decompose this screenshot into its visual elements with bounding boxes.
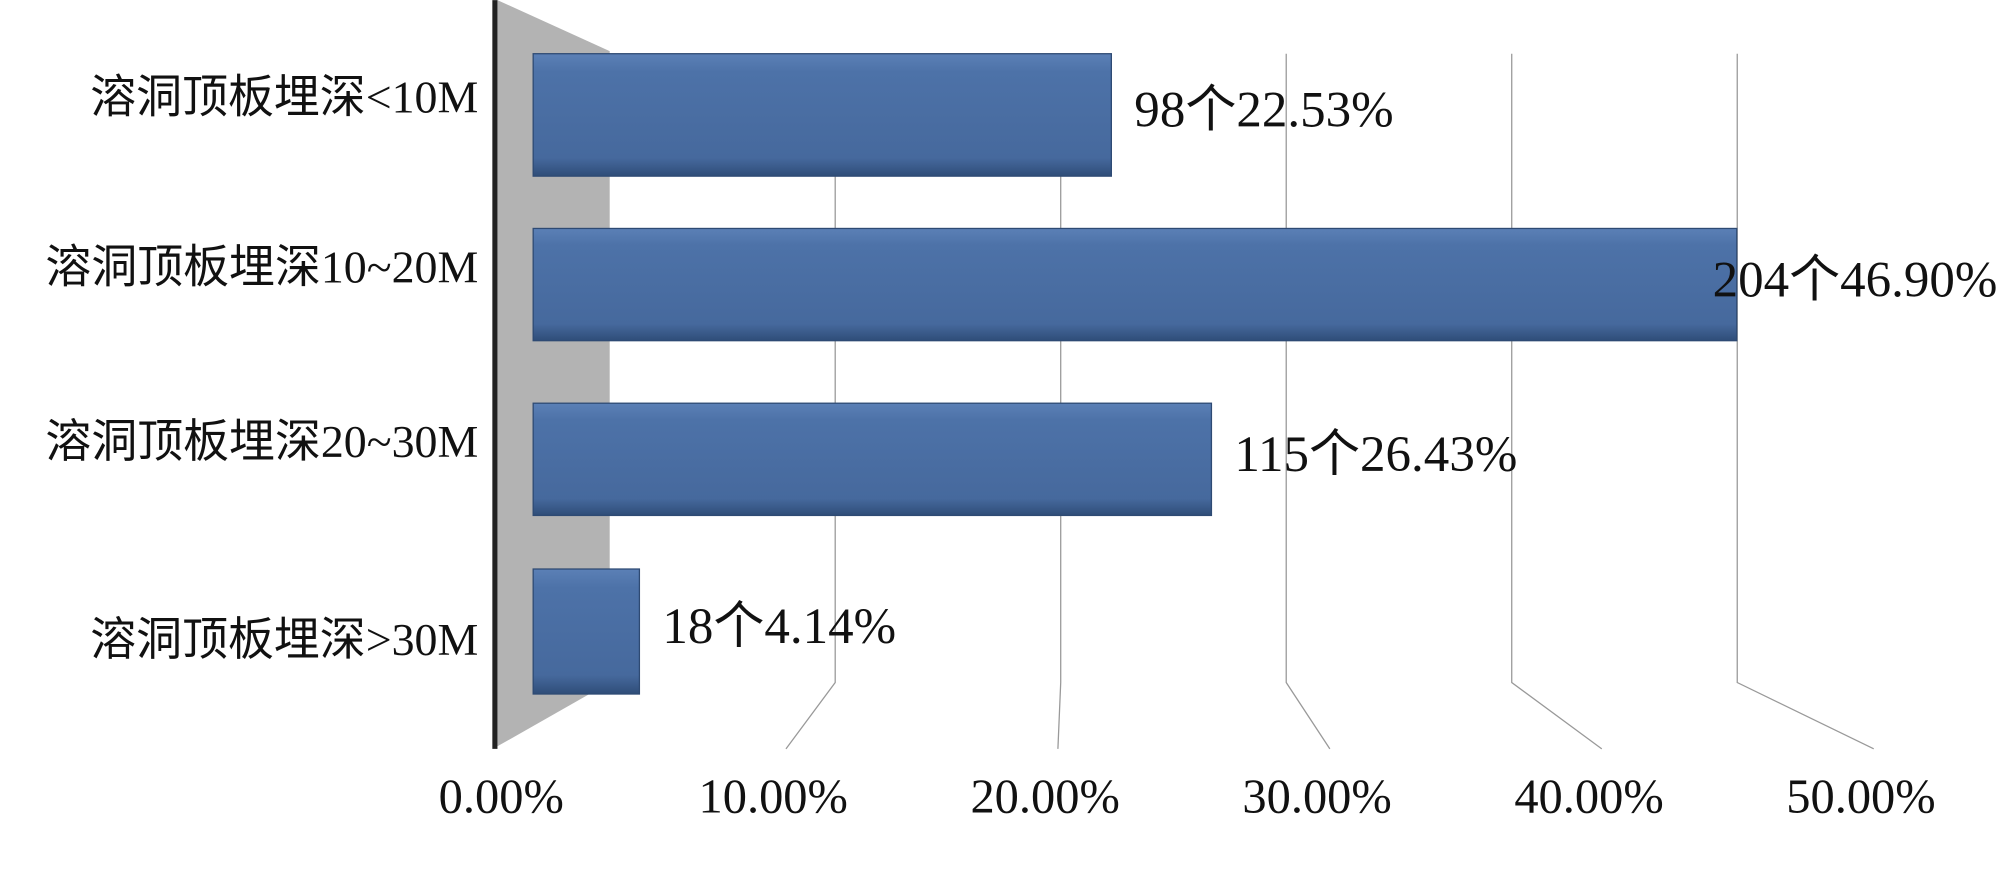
value-label: 18个4.14%: [662, 599, 896, 655]
category-label: 溶洞顶板埋深20~30M: [45, 416, 478, 467]
x-tick-label: 50.00%: [1786, 770, 1935, 823]
category-label: 溶洞顶板埋深10~20M: [45, 241, 478, 292]
grid-line: [1285, 53, 1331, 750]
bar: [532, 227, 1738, 342]
x-tick-label: 40.00%: [1514, 770, 1663, 823]
grid-line: [1511, 53, 1603, 750]
bar: [532, 53, 1112, 177]
side-wall: [497, 0, 610, 747]
x-tick-label: 0.00%: [439, 770, 564, 823]
labels: 0.00% 10.00% 20.00% 30.00% 40.00% 50.00% 溶洞顶板埋…: [45, 72, 1997, 824]
grid-line: [1736, 53, 1875, 750]
category-label: 溶洞顶板埋深<10M: [90, 72, 478, 123]
value-label: 98个22.53%: [1134, 83, 1393, 139]
value-label: 204个46.90%: [1713, 252, 1998, 308]
x-tick-label: 30.00%: [1242, 770, 1391, 823]
value-label: 115个26.43%: [1234, 427, 1517, 483]
category-label: 溶洞顶板埋深>30M: [90, 614, 478, 665]
x-tick-label: 10.00%: [699, 770, 848, 823]
x-tick-label: 20.00%: [970, 770, 1119, 823]
bar: [532, 402, 1213, 517]
bars: [532, 53, 1738, 695]
bar: [532, 568, 641, 695]
